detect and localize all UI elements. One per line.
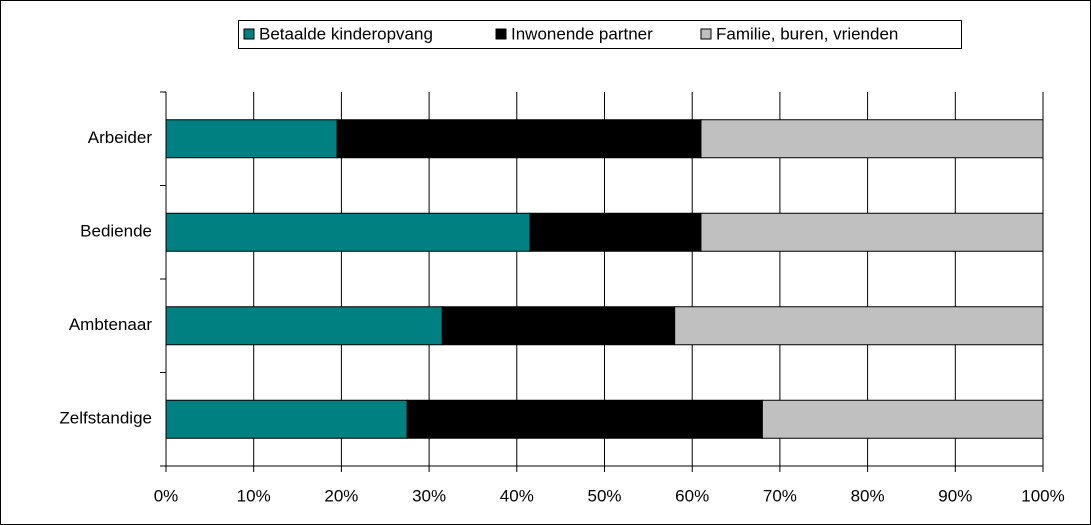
x-tick-label: 40% xyxy=(500,486,534,505)
legend-label: Betaalde kinderopvang xyxy=(259,24,433,43)
y-tick-label: Arbeider xyxy=(88,128,153,147)
bar-segment xyxy=(700,119,1044,159)
bar-segment xyxy=(165,212,531,252)
bar-segment xyxy=(761,399,1044,439)
x-tick-label: 30% xyxy=(412,486,446,505)
x-tick-label: 100% xyxy=(1021,486,1064,505)
y-tick-label: Zelfstandige xyxy=(59,409,152,428)
bar-segment xyxy=(165,399,408,439)
legend-box xyxy=(238,20,962,49)
bar-segment xyxy=(441,306,676,346)
bar-segment xyxy=(529,212,702,252)
legend-label: Inwonende partner xyxy=(511,24,653,43)
x-tick-label: 20% xyxy=(324,486,358,505)
bar-segment xyxy=(165,119,338,159)
legend-swatch xyxy=(243,28,255,40)
bar-segment xyxy=(406,399,763,439)
bar-segment xyxy=(165,306,443,346)
legend-label: Familie, buren, vrienden xyxy=(716,24,898,43)
bar-segment xyxy=(336,119,702,159)
y-tick-label: Ambtenaar xyxy=(69,315,152,334)
x-tick-label: 0% xyxy=(154,486,179,505)
legend-swatch xyxy=(700,28,712,40)
x-tick-label: 90% xyxy=(938,486,972,505)
x-tick-label: 70% xyxy=(763,486,797,505)
bar-segment xyxy=(700,212,1044,252)
x-tick-label: 60% xyxy=(675,486,709,505)
bar-segment xyxy=(674,306,1044,346)
legend-swatch xyxy=(495,28,507,40)
x-tick-label: 10% xyxy=(237,486,271,505)
y-tick-label: Bediende xyxy=(80,222,152,241)
x-tick-label: 50% xyxy=(587,486,621,505)
x-tick-label: 80% xyxy=(851,486,885,505)
